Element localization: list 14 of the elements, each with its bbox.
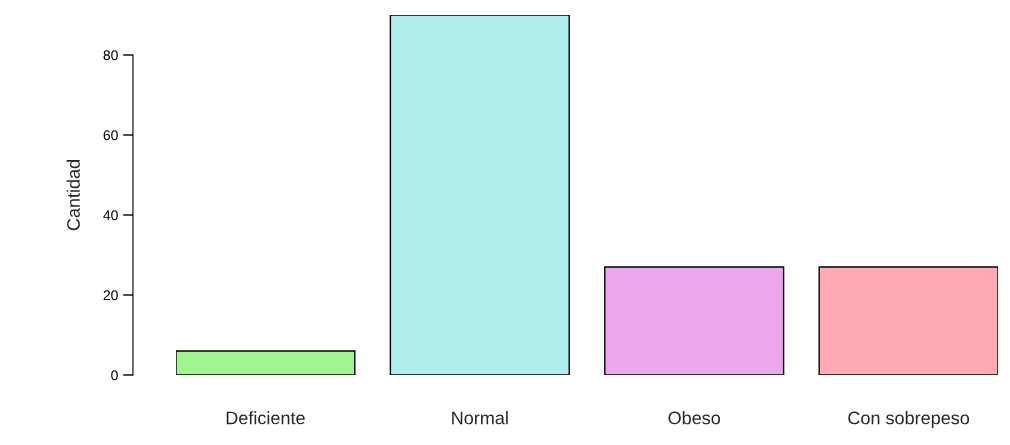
x-tick-label: Deficiente [226,411,305,425]
y-tick-label: 40 [103,210,118,221]
x-tick-label: Con sobrepeso [848,411,970,428]
x-tick-label: Obeso [668,411,721,425]
bar [604,266,785,375]
y-tick-label: 20 [103,290,118,301]
x-tick-label: Normal [452,411,508,425]
y-axis-title: Cantidad [66,160,80,231]
y-tick-label: 60 [103,130,118,141]
bar [818,266,998,375]
y-tick-label: 0 [111,370,118,381]
y-tick-label: 80 [103,50,118,61]
bar [176,350,356,375]
bar [389,15,570,375]
